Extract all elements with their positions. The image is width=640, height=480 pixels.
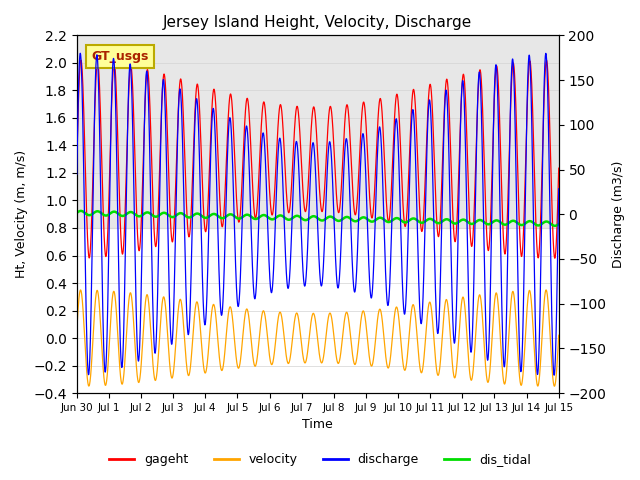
Bar xyxy=(77,36,559,228)
Text: GT_usgs: GT_usgs xyxy=(92,50,148,63)
Title: Jersey Island Height, Velocity, Discharge: Jersey Island Height, Velocity, Discharg… xyxy=(163,15,472,30)
Y-axis label: Ht, Velocity (m, m/s): Ht, Velocity (m, m/s) xyxy=(15,150,28,278)
Y-axis label: Discharge (m3/s): Discharge (m3/s) xyxy=(612,160,625,268)
X-axis label: Time: Time xyxy=(302,419,333,432)
Legend: gageht, velocity, discharge, dis_tidal: gageht, velocity, discharge, dis_tidal xyxy=(104,448,536,471)
